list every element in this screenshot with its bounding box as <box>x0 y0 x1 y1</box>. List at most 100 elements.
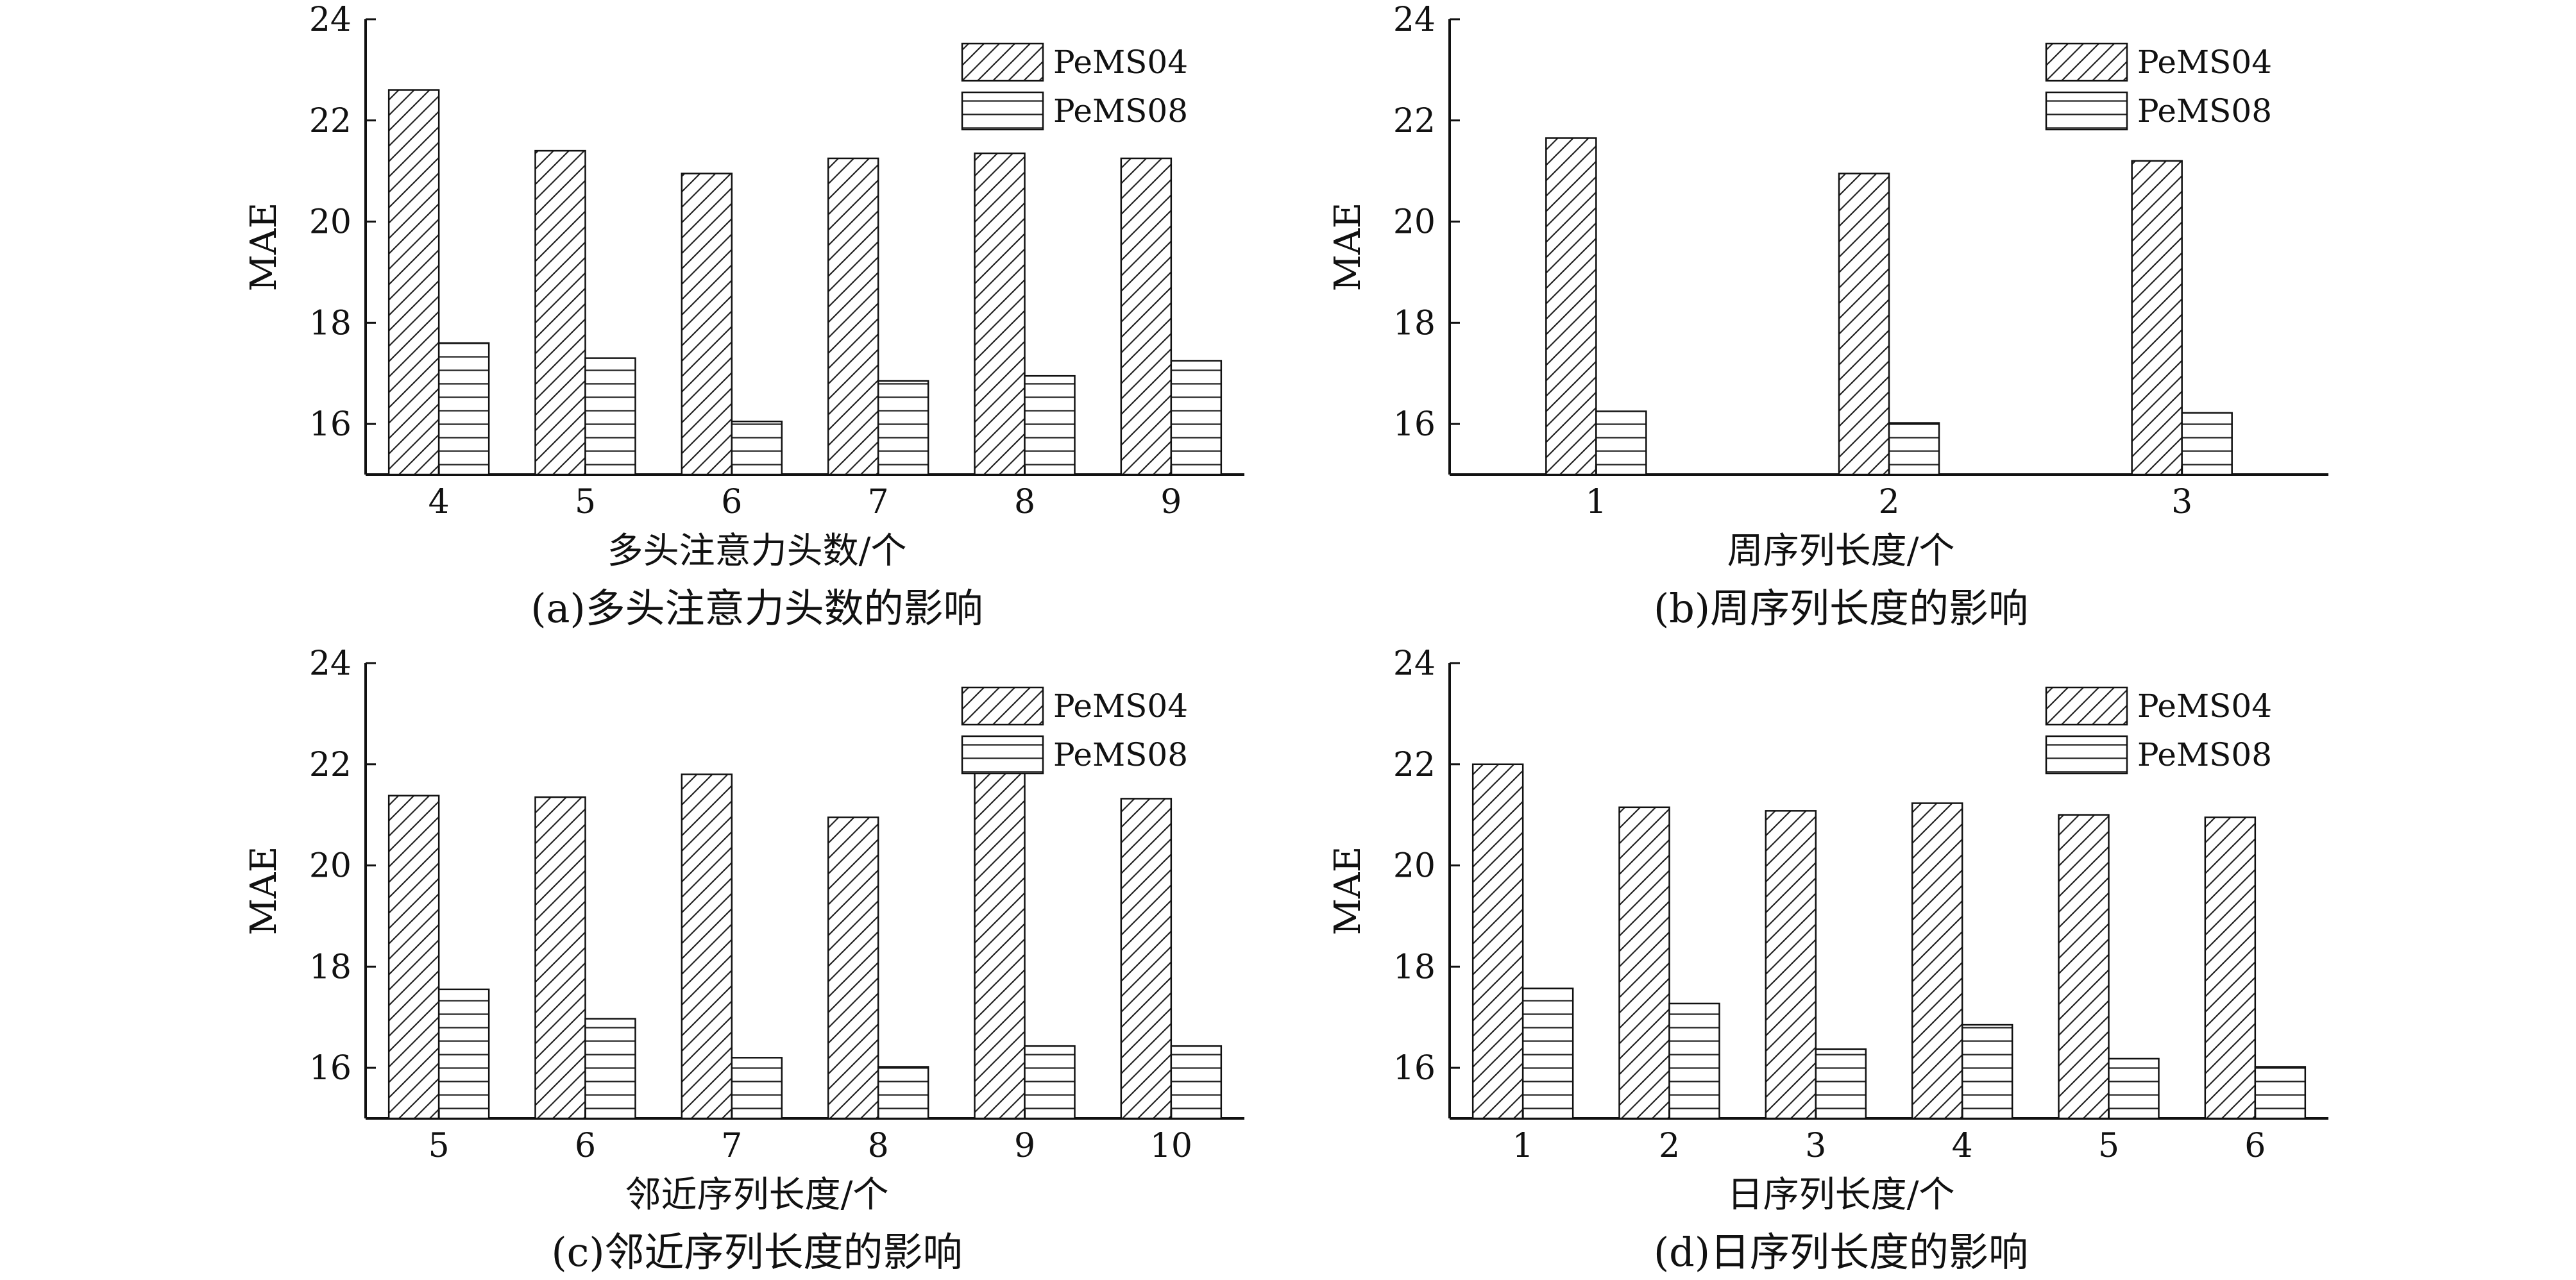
bar-pems08-1 <box>1521 988 1574 1120</box>
y-tick-label: 16 <box>1393 1049 1436 1088</box>
legend-label-pems08: PeMS08 <box>2137 736 2272 773</box>
bar-pems08-10 <box>1170 1045 1223 1120</box>
x-axis-label: 周序列长度/个 <box>1727 530 1955 572</box>
y-axis-label: MAE <box>243 203 285 292</box>
bar-pems08-8 <box>877 1066 929 1120</box>
chart-d-svg: 16 18 20 22 24 MAE 1 2 3 4 5 6 PeMS04 PeMS08 <box>1327 644 2328 1165</box>
bar-pems04-3 <box>1765 810 1817 1120</box>
bar-pems08-4 <box>1961 1023 2013 1120</box>
legend-swatch-pems04 <box>961 686 1044 726</box>
y-tick-label: 16 <box>1393 405 1436 444</box>
legend-swatch-pems08 <box>961 91 1044 131</box>
legend-swatch-pems08 <box>2045 91 2128 131</box>
legend-label-pems08: PeMS08 <box>2137 92 2272 130</box>
bar-pems08-3 <box>2181 412 2233 476</box>
bar-pems08-9 <box>1170 360 1223 476</box>
bar-pems08-5 <box>584 357 636 476</box>
bar-pems08-6 <box>584 1018 636 1120</box>
y-tick-label: 22 <box>1393 746 1436 784</box>
legend-label-pems04: PeMS04 <box>2137 687 2272 725</box>
bar-pems04-1 <box>1471 763 1524 1120</box>
y-axis-label: MAE <box>1327 846 1369 936</box>
x-tick-label: 6 <box>721 483 742 521</box>
y-tick-label: 18 <box>1393 948 1436 986</box>
bar-pems04-7 <box>827 157 879 476</box>
y-tick-label: 20 <box>1393 847 1436 886</box>
bar-pems04-6 <box>534 796 586 1120</box>
y-axis-label: MAE <box>243 846 285 936</box>
x-tick-label: 5 <box>428 1127 450 1165</box>
legend-label-pems04: PeMS04 <box>1053 687 1188 725</box>
bar-pems08-2 <box>1668 1002 1720 1120</box>
y-tick-label: 20 <box>309 203 352 242</box>
bar-pems08-9 <box>1024 1045 1076 1120</box>
x-tick-label: 3 <box>1805 1127 1826 1165</box>
bar-pems04-9 <box>974 755 1026 1120</box>
x-tick-label: 7 <box>721 1127 742 1165</box>
x-axis-label: 日序列长度/个 <box>1727 1174 1955 1216</box>
x-tick-label: 7 <box>868 483 889 521</box>
chart-a-svg: 16 18 20 22 24 MAE 4 5 6 7 8 9 PeMS04 PeMS08 <box>243 1 1244 521</box>
bar-pems04-6 <box>2204 816 2257 1120</box>
bar-pems08-1 <box>1595 410 1647 476</box>
legend-label-pems04: PeMS04 <box>1053 44 1188 81</box>
bar-pems04-10 <box>1120 798 1173 1120</box>
x-tick-label: 4 <box>1952 1127 1973 1165</box>
x-tick-label: 4 <box>428 483 450 521</box>
x-tick-label: 2 <box>1878 483 1899 521</box>
bar-pems04-4 <box>1911 802 1963 1120</box>
bar-pems08-2 <box>1888 422 1940 476</box>
x-tick-label: 8 <box>868 1127 889 1165</box>
legend-label-pems08: PeMS08 <box>1053 92 1188 130</box>
y-tick-label: 22 <box>309 746 352 784</box>
bar-pems04-3 <box>2131 160 2183 476</box>
bar-pems08-6 <box>2254 1066 2307 1120</box>
panel-caption: (b)周序列长度的影响 <box>1653 585 2029 632</box>
bar-pems04-7 <box>681 773 733 1120</box>
chart-panel-c: 16 18 20 22 24 MAE 5 6 7 8 9 10 PeMS04 PeMS08 邻近序列长度/… <box>212 644 1302 1280</box>
y-tick-label: 18 <box>309 304 352 342</box>
x-tick-label: 6 <box>575 1127 596 1165</box>
x-axis-label: 邻近序列长度/个 <box>625 1174 889 1216</box>
bar-pems08-3 <box>1815 1048 1867 1120</box>
bar-pems04-9 <box>1120 157 1173 476</box>
y-tick-label: 20 <box>1393 203 1436 242</box>
x-tick-label: 5 <box>2098 1127 2119 1165</box>
bar-pems08-4 <box>437 342 490 476</box>
legend-label-pems04: PeMS04 <box>2137 44 2272 81</box>
bar-pems04-6 <box>681 173 733 476</box>
bar-pems08-7 <box>877 380 929 476</box>
bar-pems04-4 <box>387 89 440 476</box>
legend-swatch-pems04 <box>2045 42 2128 82</box>
y-tick-label: 24 <box>1393 1 1436 39</box>
x-tick-label: 6 <box>2244 1127 2266 1165</box>
panel-caption: (c)邻近序列长度的影响 <box>551 1229 963 1276</box>
bar-pems04-5 <box>387 795 440 1120</box>
bar-pems08-6 <box>731 420 783 476</box>
bar-pems08-5 <box>437 988 490 1120</box>
bar-pems04-8 <box>974 152 1026 476</box>
chart-panel-d: 16 18 20 22 24 MAE 1 2 3 4 5 6 PeMS04 PeMS08 日序列长度/个 … <box>1296 644 2386 1280</box>
x-tick-label: 8 <box>1014 483 1035 521</box>
legend-swatch-pems08 <box>2045 735 2128 775</box>
y-tick-label: 16 <box>309 1049 352 1088</box>
legend-label-pems08: PeMS08 <box>1053 736 1188 773</box>
y-tick-label: 24 <box>1393 644 1436 683</box>
x-tick-label: 3 <box>2171 483 2192 521</box>
y-tick-label: 18 <box>1393 304 1436 342</box>
panel-caption: (a)多头注意力头数的影响 <box>530 585 983 632</box>
chart-c-svg: 16 18 20 22 24 MAE 5 6 7 8 9 10 PeMS04 PeMS08 <box>243 644 1244 1165</box>
y-tick-label: 24 <box>309 1 352 39</box>
chart-b-svg: 16 18 20 22 24 MAE 1 2 3 PeMS04 PeMS08 <box>1327 1 2328 521</box>
chart-panel-a: 16 18 20 22 24 MAE 4 5 6 7 8 9 PeMS04 PeMS08 多头注意力头数/… <box>212 0 1302 636</box>
bar-pems08-5 <box>2108 1057 2160 1120</box>
x-tick-label: 2 <box>1659 1127 1680 1165</box>
y-tick-label: 24 <box>309 644 352 683</box>
bar-pems08-8 <box>1024 375 1076 476</box>
legend-swatch-pems08 <box>961 735 1044 775</box>
y-tick-label: 16 <box>309 405 352 444</box>
bar-pems04-8 <box>827 816 879 1120</box>
bar-pems04-2 <box>1838 173 1890 476</box>
x-tick-label: 5 <box>575 483 596 521</box>
